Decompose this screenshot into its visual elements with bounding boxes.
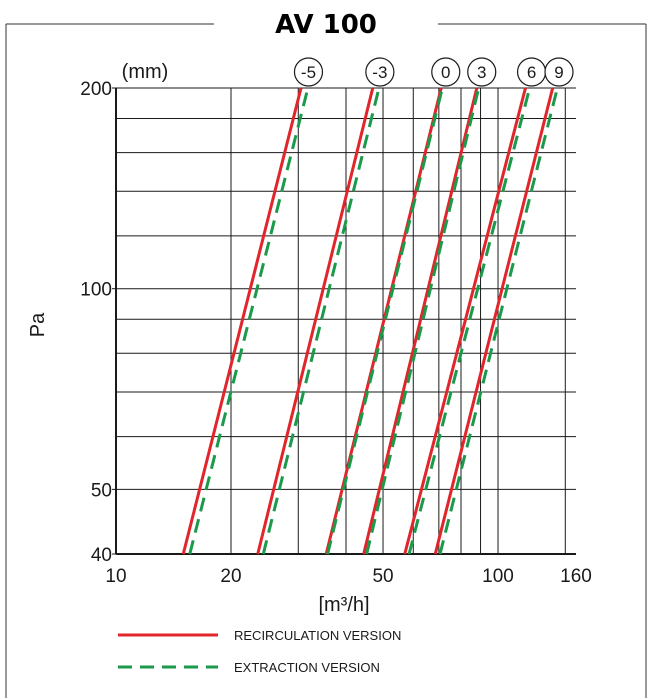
curve-label-circle [467, 57, 497, 87]
unit-label: (mm) [122, 61, 169, 83]
curve-label-text: -5 [301, 63, 316, 82]
curve-label-text: 0 [441, 63, 450, 82]
series-line-extraction-3 [365, 87, 481, 555]
y-tick-label: 50 [91, 480, 112, 501]
curve-label-text: 9 [554, 63, 563, 82]
curve-label-text: 3 [477, 63, 486, 82]
y-tick-label: 40 [91, 545, 112, 566]
x-tick-label: 10 [105, 566, 126, 587]
curve-label-circle [431, 57, 461, 87]
x-tick-label: 20 [220, 566, 241, 587]
x-tick-label: 160 [560, 566, 592, 587]
chart-series [181, 87, 559, 555]
curve-label-circle [365, 57, 395, 87]
legend-label-recirculation: RECIRCULATION VERSION [234, 628, 401, 643]
series-line-extraction--5 [188, 87, 310, 555]
x-axis-label: [m³/h] [318, 594, 369, 616]
series-line-recirculation-3 [362, 87, 479, 555]
chart-title: AV 100 [275, 10, 377, 40]
series-line-recirculation--5 [181, 87, 303, 555]
series-line-extraction-0 [326, 87, 444, 555]
curve-label-circle [544, 57, 574, 87]
y-tick-label: 100 [80, 280, 112, 301]
chart-frame [5, 23, 647, 698]
y-axis-ticks: 40 50 100 200 [80, 79, 116, 566]
curve-setting-labels: -5 -3 0 3 6 9 [293, 57, 574, 87]
curve-label-text: 6 [527, 63, 536, 82]
y-tick-label: 200 [80, 79, 112, 100]
series-line-extraction--3 [261, 87, 381, 555]
x-axis-ticks: 10 20 50 100 160 [105, 566, 591, 587]
curve-label-circle [293, 57, 324, 87]
x-tick-label: 50 [372, 566, 393, 587]
series-line-recirculation-9 [433, 87, 555, 555]
series-line-extraction-6 [407, 87, 532, 555]
legend: RECIRCULATION VERSION EXTRACTION VERSION [118, 628, 401, 675]
series-line-recirculation--3 [256, 87, 375, 555]
series-line-extraction-9 [438, 87, 559, 555]
series-line-recirculation-6 [403, 87, 527, 555]
x-tick-label: 100 [482, 566, 514, 587]
curve-label-text: -3 [372, 63, 387, 82]
legend-label-extraction: EXTRACTION VERSION [234, 660, 380, 675]
y-axis-label: Pa [27, 312, 49, 337]
